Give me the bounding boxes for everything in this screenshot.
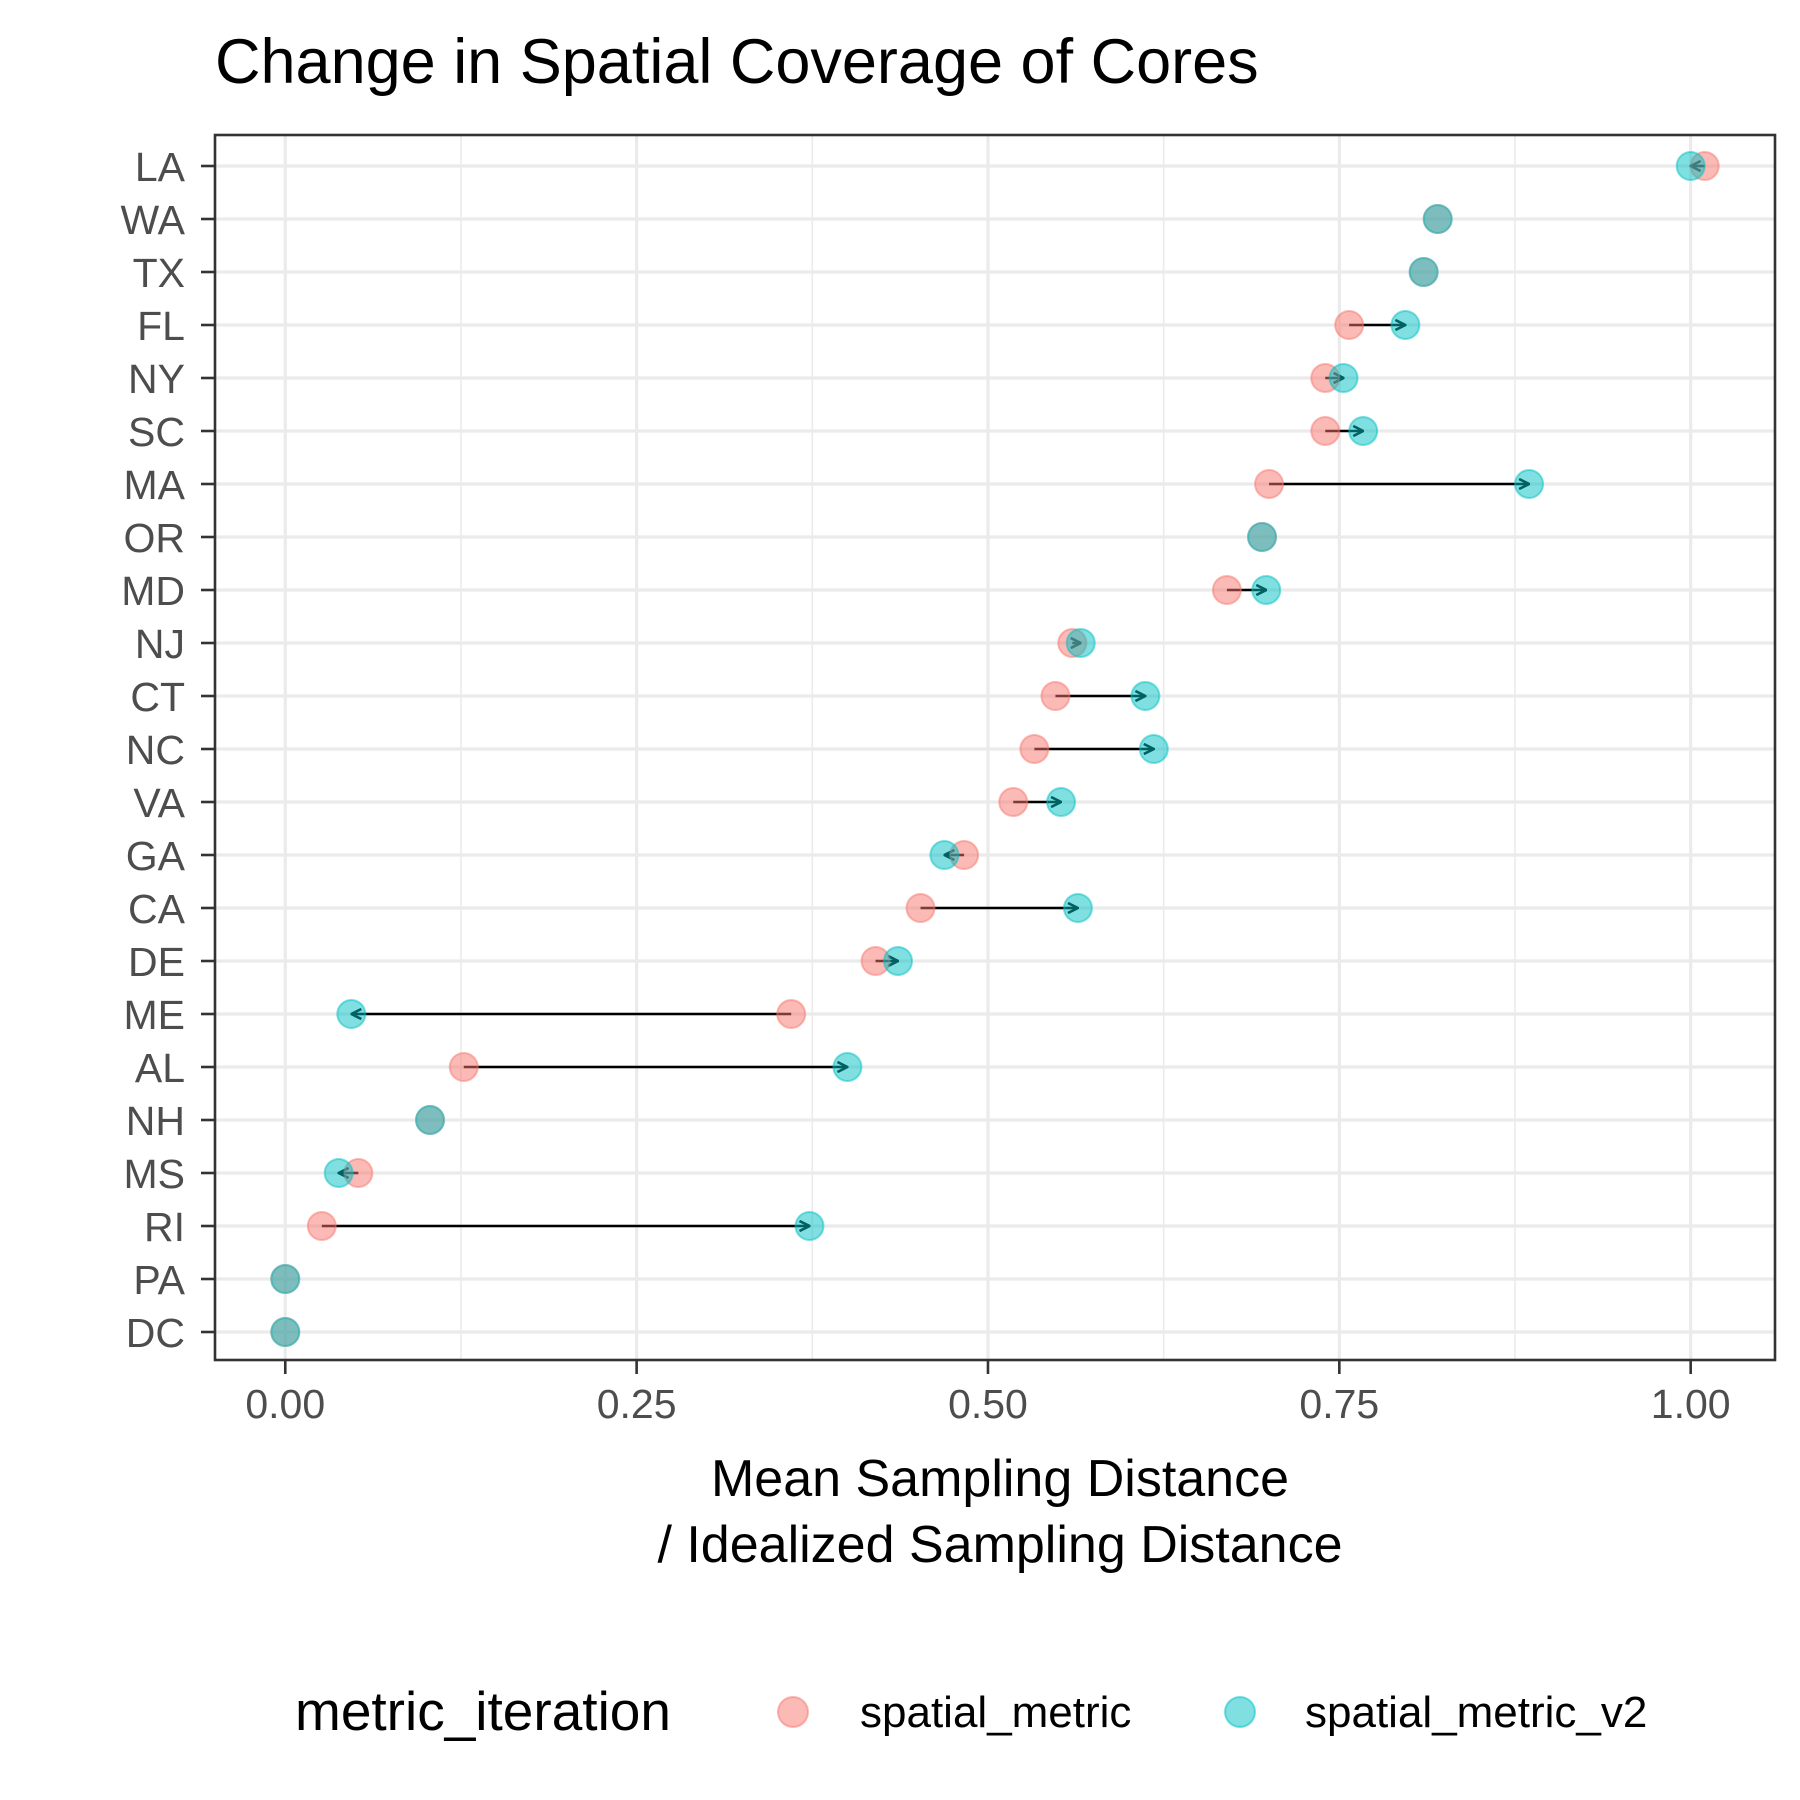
y-tick-label-la: LA [135,144,186,190]
point-spatial-metric-v2-nc [1138,734,1169,764]
point-spatial-metric-v2-wa [1422,204,1453,234]
y-tick-label-dc: DC [126,1310,185,1356]
point-spatial-metric-v2-tx [1408,257,1439,287]
y-tick-label-de: DE [128,939,185,985]
x-tick-label-3: 0.75 [1299,1381,1379,1427]
x-tick-label-2: 0.50 [948,1381,1028,1427]
legend-key-spatial-metric-v2 [1224,1696,1256,1728]
point-spatial-metric-v2-sc [1348,416,1379,446]
point-spatial-metric-v2-ma [1514,469,1545,499]
point-spatial-metric-v2-ct [1130,681,1161,711]
point-spatial-metric-v2-nj [1065,628,1096,658]
point-spatial-metric-v2-dc [270,1317,301,1347]
y-tick-label-nj: NJ [135,621,185,667]
point-spatial-metric-v2-ri [794,1211,825,1241]
point-spatial-metric-v2-ca [1062,893,1093,923]
x-tick-label-1: 0.25 [597,1381,677,1427]
y-tick-label-ri: RI [144,1204,185,1250]
y-tick-label-or: OR [124,515,186,561]
y-tick-label-ma: MA [124,462,186,508]
y-tick-label-sc: SC [128,409,185,455]
point-spatial-metric-ma [1254,469,1285,499]
legend-label-spatial-metric-v2: spatial_metric_v2 [1305,1688,1647,1737]
point-spatial-metric-v2-ny [1328,363,1359,393]
point-spatial-metric-al [448,1052,479,1082]
y-tick-label-me: ME [124,992,186,1038]
point-spatial-metric-fl [1334,310,1365,340]
point-spatial-metric-md [1211,575,1242,605]
y-tick-label-ny: NY [128,356,185,402]
legend: metric_iteration spatial_metric spatial_… [295,1680,1647,1742]
point-spatial-metric-v2-pa [270,1264,301,1294]
chart-title: Change in Spatial Coverage of Cores [215,27,1259,97]
point-spatial-metric-v2-or [1247,522,1278,552]
point-spatial-metric-v2-nh [415,1105,446,1135]
point-spatial-metric-me [776,999,807,1029]
y-tick-label-va: VA [133,780,185,826]
point-spatial-metric-v2-va [1046,787,1077,817]
point-spatial-metric-v2-me [336,999,367,1029]
point-spatial-metric-nc [1019,734,1050,764]
x-axis-label-line1: Mean Sampling Distance [711,1450,1289,1508]
point-spatial-metric-ct [1040,681,1071,711]
y-tick-label-md: MD [121,568,185,614]
legend-key-spatial-metric [777,1696,809,1728]
y-tick-label-nc: NC [126,727,185,773]
point-spatial-metric-v2-al [832,1052,863,1082]
point-spatial-metric-v2-de [883,946,914,976]
y-tick-label-fl: FL [137,303,185,349]
y-tick-label-tx: TX [133,250,185,296]
x-tick-label-0: 0.00 [245,1381,325,1427]
y-tick-label-pa: PA [133,1257,185,1303]
point-spatial-metric-v2-md [1251,575,1282,605]
y-tick-label-wa: WA [120,197,185,243]
point-spatial-metric-sc [1310,416,1341,446]
y-tick-label-ms: MS [124,1151,186,1197]
y-tick-label-nh: NH [126,1098,185,1144]
x-axis-label-line2: / Idealized Sampling Distance [657,1516,1342,1574]
point-spatial-metric-v2-ga [929,840,960,870]
y-tick-label-ga: GA [126,833,186,879]
legend-label-spatial-metric: spatial_metric [860,1688,1131,1737]
legend-title: metric_iteration [295,1680,671,1742]
y-tick-label-ct: CT [130,674,185,720]
point-spatial-metric-ri [306,1211,337,1241]
point-spatial-metric-ca [905,893,936,923]
plot-area: LA WA TX FL NY SC MA OR MD NJ CT NC VA GA CA DE ME AL NH MS… [120,133,1777,1427]
point-spatial-metric-va [998,787,1029,817]
point-spatial-metric-v2-fl [1390,310,1421,340]
point-spatial-metric-v2-ms [323,1158,354,1188]
y-tick-label-al: AL [135,1045,185,1091]
y-tick-label-ca: CA [128,886,186,932]
point-spatial-metric-v2-la [1675,151,1706,181]
plot-panel-border [213,133,1777,1362]
x-tick-label-4: 1.00 [1651,1381,1731,1427]
